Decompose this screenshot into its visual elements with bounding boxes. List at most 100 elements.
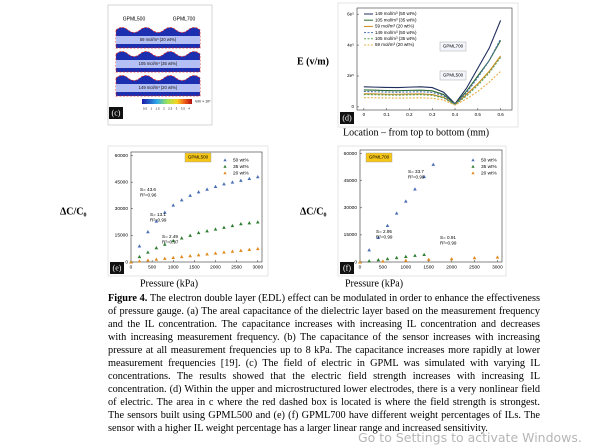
data-point <box>163 256 167 260</box>
data-point <box>472 256 477 260</box>
legend-swatch <box>471 158 475 162</box>
data-point <box>163 242 167 246</box>
data-point <box>188 233 192 237</box>
x-tick-label: 0.2 <box>406 112 413 117</box>
x-tick-label: 0.5 <box>475 112 482 117</box>
plot-area <box>356 7 513 111</box>
data-point <box>188 193 192 197</box>
y-tick-label: 45000 <box>344 178 358 184</box>
data-point <box>426 257 431 261</box>
panel-label-box <box>340 112 354 124</box>
strip-title: GPML500 <box>123 16 146 22</box>
data-point <box>367 259 371 263</box>
colorbar <box>142 99 192 104</box>
fit-r2: R²=0.99 <box>150 218 167 223</box>
fit-slope: S= 2.95 <box>376 229 392 234</box>
data-point <box>230 223 235 228</box>
field-axis-label: E (v/m) <box>297 56 329 67</box>
caption-text: sensor with a higher IL weight percentag… <box>108 423 488 434</box>
x-tick-label: 1000 <box>400 264 411 270</box>
legend-label: 50 wt% <box>233 157 249 163</box>
colorbar-tick-label: 0.5 <box>143 106 148 110</box>
x-tick-label: 500 <box>379 264 387 270</box>
legend-swatch <box>223 171 227 175</box>
badge <box>439 41 467 52</box>
legend-swatch <box>223 158 227 162</box>
fit-slope: S= 2.49 <box>162 234 178 239</box>
data-point <box>239 178 243 182</box>
data-point <box>367 248 371 252</box>
field-band <box>116 60 200 68</box>
caption-text: of pressure gauge. (a) The areal capacit… <box>108 306 540 317</box>
fit-r2: R²=0.96 <box>140 193 157 198</box>
data-point <box>385 256 390 261</box>
data-point <box>137 244 142 248</box>
legend-label: 35 wt% <box>481 164 497 170</box>
y-tick-label: 6e⁵ <box>347 11 354 16</box>
panel-frame <box>337 2 519 128</box>
badge <box>439 70 467 81</box>
caption-line: concentrations. The results showed that … <box>108 370 540 383</box>
panel-frame <box>107 145 269 277</box>
data-point <box>404 254 408 259</box>
x-axis-label: Pressure (kPa) <box>140 278 198 289</box>
data-point <box>255 246 260 251</box>
caption-text: concentrations. The results showed that … <box>108 371 540 382</box>
data-point <box>449 256 454 261</box>
panel-label-box <box>109 107 123 119</box>
data-point <box>146 230 150 234</box>
y-tick-label: 30000 <box>344 205 358 211</box>
caption-text: of electric. The area in c where the red… <box>108 397 540 408</box>
colorbar-label: V/m × 10⁵ <box>195 99 211 103</box>
data-point <box>154 257 159 261</box>
caption-line: concentration. (d) Within the upper and … <box>108 383 540 396</box>
x-tick-label: 3000 <box>252 264 263 270</box>
panel-c <box>107 4 213 126</box>
plot-area <box>130 151 263 263</box>
data-point <box>381 259 385 263</box>
caption-label: Figure 4. <box>108 293 148 304</box>
x-axis-label: Location – from top to bottom (mm) <box>343 127 489 138</box>
caption-text: and the IL concentration. The capacitanc… <box>108 319 540 330</box>
data-point <box>137 259 142 263</box>
fit-slope: S= 43.6 <box>140 187 156 192</box>
badge-label: GPML700 <box>443 44 464 49</box>
x-tick-label: 1500 <box>189 264 200 270</box>
x-tick-label: 0.1 <box>383 112 390 117</box>
badge <box>184 152 212 163</box>
data-point <box>413 187 417 191</box>
data-point <box>213 184 218 189</box>
data-line <box>363 70 501 106</box>
data-point <box>247 176 252 181</box>
fit-slope: S= 13.1 <box>150 212 166 217</box>
data-point <box>205 229 209 233</box>
data-point <box>422 174 426 179</box>
data-point <box>146 250 150 254</box>
legend-swatch <box>471 164 475 168</box>
field-band <box>116 84 200 92</box>
data-point <box>222 225 226 229</box>
y-axis-label: ΔC/C₀ <box>60 206 87 217</box>
y-tick-label: 0 <box>125 259 128 265</box>
data-point <box>222 182 226 186</box>
watermark: Go to Settings to activate Windows. <box>358 430 582 445</box>
data-point <box>171 203 176 207</box>
caption: Figure 4. The electron double layer (EDL… <box>108 292 540 435</box>
x-tick-label: 500 <box>148 264 156 270</box>
x-tick-label: 2000 <box>446 264 457 270</box>
x-tick-label: 2000 <box>210 264 221 270</box>
caption-text: concentration. (d) Within the upper and … <box>108 384 540 395</box>
strip-label: 59 mol/m³ (20 wt%) <box>140 37 177 42</box>
strip-label: 149 mol/m³ (20 wt%) <box>139 85 178 90</box>
x-tick-label: 1500 <box>423 264 434 270</box>
data-line <box>363 40 502 105</box>
data-point <box>154 246 159 250</box>
data-point <box>255 175 260 179</box>
data-line <box>363 57 502 106</box>
data-point <box>230 249 235 253</box>
data-point <box>146 258 150 262</box>
fit-slope: S= 33.7 <box>408 169 424 174</box>
fit-slope: S= 0.91 <box>440 235 456 240</box>
data-point <box>230 180 235 184</box>
